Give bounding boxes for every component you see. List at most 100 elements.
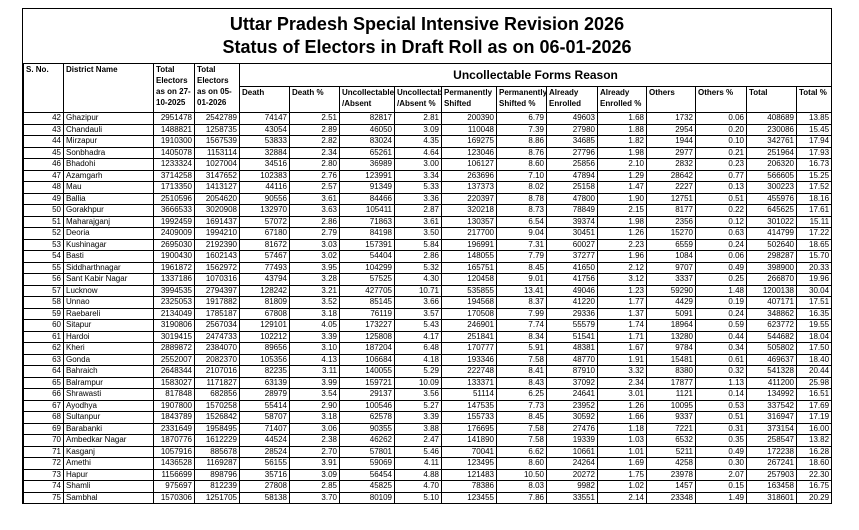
- cell: 110048: [441, 123, 497, 136]
- cell: 46: [23, 158, 64, 171]
- cell: 1.71: [597, 330, 647, 343]
- cell: 1992459: [153, 215, 195, 228]
- cell: 20272: [546, 468, 598, 481]
- cell: 2794397: [194, 284, 240, 297]
- data-row: 55 Siddharthnagar 1961872 1562972 77493 3.95 1…: [23, 261, 833, 274]
- cell: 10095: [646, 399, 696, 412]
- cell: 64: [23, 365, 64, 378]
- cell: 65261: [339, 146, 395, 159]
- cell: 263696: [441, 169, 497, 182]
- cell: 56454: [339, 468, 395, 481]
- cell: 147535: [441, 399, 497, 412]
- data-row: 70 Ambedkar Nagar 1870776 1612229 44524 2.38 4…: [23, 434, 833, 447]
- column-header: S. No.: [23, 63, 64, 113]
- cell: 176695: [441, 422, 497, 435]
- cell: 165751: [441, 261, 497, 274]
- cell: 1602143: [194, 250, 240, 263]
- cell: 266870: [746, 273, 797, 286]
- cell: 37277: [546, 250, 598, 263]
- cell: 1785187: [194, 307, 240, 320]
- cell: 7.58: [496, 422, 547, 435]
- cell: 57467: [239, 250, 290, 263]
- cell: 1570306: [153, 491, 195, 504]
- cell: 2054620: [194, 192, 240, 205]
- cell: 155733: [441, 411, 497, 424]
- cell: 267241: [746, 457, 797, 470]
- cell: Ambedkar Nagar: [63, 434, 154, 447]
- cell: 104299: [339, 261, 395, 274]
- cell: 28979: [239, 388, 290, 401]
- cell: 8.76: [496, 146, 547, 159]
- cell: 4.18: [394, 353, 442, 366]
- cell: 0.63: [695, 227, 747, 240]
- cell: 41220: [546, 296, 598, 309]
- column-header: Others %: [695, 86, 747, 113]
- cell: 5.32: [394, 261, 442, 274]
- cell: 28524: [239, 445, 290, 458]
- data-row: 72 Amethi 1436528 1169287 56155 3.91 59069 4.11…: [23, 457, 833, 470]
- cell: 17.22: [795, 227, 833, 240]
- cell: 7.31: [496, 238, 547, 251]
- cell: 6.54: [496, 215, 547, 228]
- cell: Ballia: [63, 192, 154, 205]
- cell: 2977: [646, 146, 696, 159]
- cell: 4.17: [394, 330, 442, 343]
- cell: 1562972: [194, 261, 240, 274]
- cell: 70: [23, 434, 64, 447]
- cell: 6.48: [394, 342, 442, 355]
- cell: 9784: [646, 342, 696, 355]
- data-row: 54 Basti 1900430 1602143 57467 3.02 54404 2.86 1…: [23, 250, 833, 263]
- cell: 398900: [746, 261, 797, 274]
- cell: 193346: [441, 353, 497, 366]
- cell: 19339: [546, 434, 598, 447]
- cell: Siddharthnagar: [63, 261, 154, 274]
- cell: 2510596: [153, 192, 195, 205]
- cell: 3.99: [289, 376, 340, 389]
- cell: 3.95: [289, 261, 340, 274]
- cell: 1.26: [597, 227, 647, 240]
- cell: 27808: [239, 480, 290, 493]
- cell: 8380: [646, 365, 696, 378]
- cell: 44116: [239, 181, 290, 194]
- cell: 2.51: [289, 112, 340, 125]
- cell: 13.41: [496, 284, 547, 297]
- cell: 61: [23, 330, 64, 343]
- cell: Sitapur: [63, 319, 154, 332]
- cell: 66: [23, 388, 64, 401]
- column-header: Already Enrolled: [546, 86, 598, 113]
- column-header: Uncollectable /Absent: [339, 86, 395, 113]
- cell: 3.63: [289, 204, 340, 217]
- cell: 469637: [746, 353, 797, 366]
- cell: 4.05: [289, 319, 340, 332]
- cell: Shamli: [63, 480, 154, 493]
- cell: 1337186: [153, 273, 195, 286]
- cell: 13.85: [795, 112, 833, 125]
- cell: 8.37: [496, 296, 547, 309]
- cell: 0.21: [695, 146, 747, 159]
- cell: 318601: [746, 491, 797, 504]
- cell: 5.84: [394, 238, 442, 251]
- cell: 1900430: [153, 250, 195, 263]
- cell: 1200138: [746, 284, 797, 297]
- cell: 27796: [546, 146, 598, 159]
- cell: 0.30: [695, 457, 747, 470]
- cell: 15.70: [795, 250, 833, 263]
- data-row: 62 Kheri 2889872 2384070 89656 3.10 187204 6.48…: [23, 342, 833, 355]
- cell: 7.39: [496, 123, 547, 136]
- cell: 5.27: [394, 399, 442, 412]
- cell: 17.19: [795, 411, 833, 424]
- cell: 566605: [746, 169, 797, 182]
- cell: 41756: [546, 273, 598, 286]
- cell: 6559: [646, 238, 696, 251]
- cell: 3.18: [289, 307, 340, 320]
- cell: 0.31: [695, 422, 747, 435]
- cell: 100546: [339, 399, 395, 412]
- cell: 3.09: [289, 468, 340, 481]
- cell: 53833: [239, 135, 290, 148]
- cell: 3.02: [289, 250, 340, 263]
- cell: 3.39: [289, 330, 340, 343]
- cell: 251964: [746, 146, 797, 159]
- cell: 1.91: [597, 353, 647, 366]
- cell: 18.60: [795, 457, 833, 470]
- cell: 2.34: [289, 146, 340, 159]
